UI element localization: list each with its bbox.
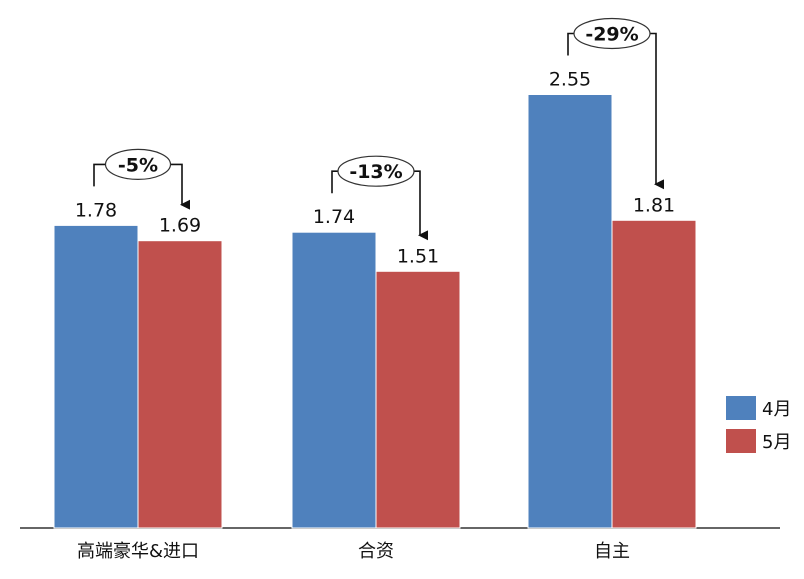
bar-series2-2 <box>611 219 697 529</box>
bar-series1-0 <box>53 224 139 529</box>
bar-series1-2 <box>527 94 613 529</box>
change-badge <box>104 148 172 180</box>
data-label: 1.78 <box>75 199 117 221</box>
change-label: -29% <box>585 24 638 46</box>
data-label: 1.51 <box>397 245 439 267</box>
legend-swatch <box>726 429 756 453</box>
category-label: 自主 <box>594 541 630 562</box>
change-badge <box>573 17 651 50</box>
data-label: 2.55 <box>549 69 591 91</box>
legend: 4月 5月 <box>726 396 791 453</box>
change-label: -13% <box>349 161 402 183</box>
change-label: -5% <box>118 154 158 176</box>
category-label: 合资 <box>358 541 394 562</box>
category-label: 高端豪华&进口 <box>77 541 199 562</box>
data-label: 1.74 <box>313 206 355 228</box>
bar-series1-1 <box>291 231 377 529</box>
bar-series2-0 <box>137 240 223 529</box>
legend-label: 4月 <box>762 399 791 420</box>
legend-label: 5月 <box>762 432 791 453</box>
bar-series2-1 <box>375 270 461 529</box>
legend-swatch <box>726 396 756 420</box>
change-badge <box>337 155 415 187</box>
data-label: 1.69 <box>159 215 201 237</box>
data-label: 1.81 <box>633 194 675 216</box>
